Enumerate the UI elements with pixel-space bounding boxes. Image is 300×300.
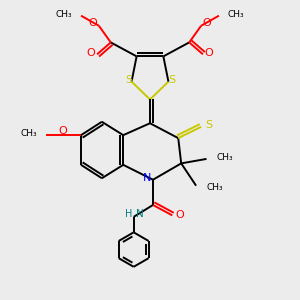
Text: CH₃: CH₃ [206, 183, 223, 192]
Text: CH₃: CH₃ [217, 153, 233, 162]
Text: S: S [168, 75, 175, 85]
Text: O: O [203, 18, 212, 28]
Text: CH₃: CH₃ [20, 129, 37, 138]
Text: CH₃: CH₃ [56, 10, 72, 19]
Text: S: S [205, 120, 212, 130]
Text: O: O [175, 210, 184, 220]
Text: N: N [143, 173, 152, 183]
Text: H: H [125, 209, 132, 219]
Text: O: O [205, 48, 213, 58]
Text: S: S [125, 75, 132, 85]
Text: CH₃: CH₃ [228, 10, 244, 19]
Text: O: O [87, 48, 95, 58]
Text: O: O [58, 126, 67, 136]
Text: N: N [136, 209, 144, 219]
Text: O: O [88, 18, 97, 28]
